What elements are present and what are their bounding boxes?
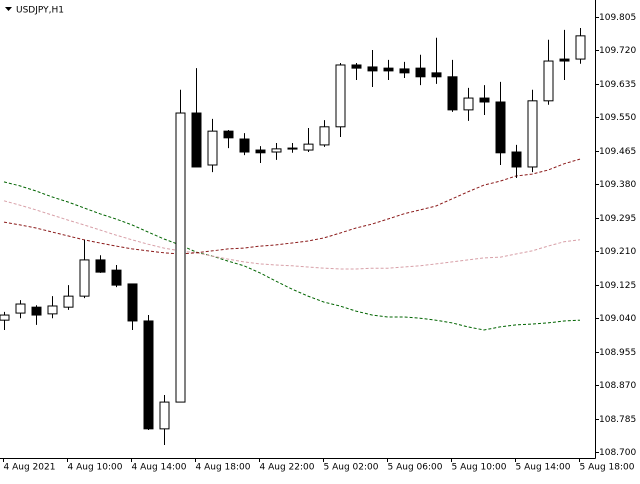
candle-body: [0, 314, 10, 321]
candle-body: [143, 320, 154, 430]
indicator-lines: [3, 158, 581, 331]
y-tick-label: 109.295: [599, 214, 636, 224]
x-tick-label: 5 Aug 18:00: [580, 463, 635, 473]
y-tick-label: 109.465: [599, 147, 636, 157]
y-tick-label: 108.955: [599, 348, 636, 358]
y-tick-label: 109.210: [599, 247, 636, 257]
moving-average-line: [3, 158, 581, 255]
y-tick-label: 109.805: [599, 13, 636, 23]
x-tick-label: 5 Aug 02:00: [324, 463, 379, 473]
y-tick-label: 109.635: [599, 80, 636, 90]
candle-body: [255, 149, 266, 154]
y-tick-label: 109.125: [599, 281, 636, 291]
candle-body: [399, 68, 410, 74]
moving-average-line: [3, 200, 581, 270]
candle-body: [159, 401, 170, 430]
candle-body: [15, 303, 26, 314]
candle-body: [31, 306, 42, 316]
moving-average-line: [3, 181, 581, 331]
candle-body: [47, 305, 58, 315]
chart-title: USDJPY,H1: [16, 6, 64, 16]
x-tick-label: 5 Aug 10:00: [452, 463, 507, 473]
candle-body: [351, 64, 362, 69]
candle-body: [127, 283, 138, 322]
candle-body: [191, 112, 202, 168]
y-tick-label: 109.550: [599, 113, 636, 123]
candle-body: [335, 64, 346, 128]
candle-body: [63, 295, 74, 308]
y-tick-label: 109.720: [599, 46, 636, 56]
candles: [0, 27, 586, 446]
candle-body: [543, 60, 554, 102]
candle-body: [319, 126, 330, 146]
x-tick-label: 4 Aug 2021: [4, 463, 56, 473]
y-tick-label: 109.380: [599, 180, 636, 190]
candle-body: [223, 130, 234, 139]
candle-body: [575, 35, 586, 60]
candle-body: [559, 58, 570, 62]
x-tick-label: 4 Aug 10:00: [68, 463, 123, 473]
x-tick-label: 5 Aug 06:00: [388, 463, 443, 473]
symbol-menu-icon[interactable]: [5, 7, 12, 11]
candle-body: [79, 259, 90, 297]
candle-body: [447, 76, 458, 111]
y-tick-label: 108.785: [599, 415, 636, 425]
candle-body: [479, 97, 490, 103]
candle-body: [367, 66, 378, 72]
x-tick-label: 4 Aug 14:00: [132, 463, 187, 473]
candle-body: [111, 269, 122, 286]
candle-body: [495, 101, 506, 154]
candle-body: [463, 97, 474, 111]
candle-body: [239, 138, 250, 153]
candle-body: [527, 100, 538, 168]
candle-body: [175, 112, 186, 403]
candle-body: [271, 148, 282, 153]
x-tick-label: 4 Aug 22:00: [260, 463, 315, 473]
candle-body: [207, 130, 218, 166]
candle-body: [431, 72, 442, 78]
x-tick-label: 4 Aug 18:00: [196, 463, 251, 473]
candle-body: [415, 67, 426, 78]
y-tick-label: 108.870: [599, 381, 636, 391]
x-tick-label: 5 Aug 14:00: [516, 463, 571, 473]
candle-body: [287, 147, 298, 150]
candle-body: [95, 259, 106, 273]
y-tick-label: 108.700: [599, 448, 636, 458]
candle-body: [511, 151, 522, 168]
y-tick-label: 109.040: [599, 314, 636, 324]
candle-body: [383, 67, 394, 72]
candle-body: [303, 143, 314, 151]
